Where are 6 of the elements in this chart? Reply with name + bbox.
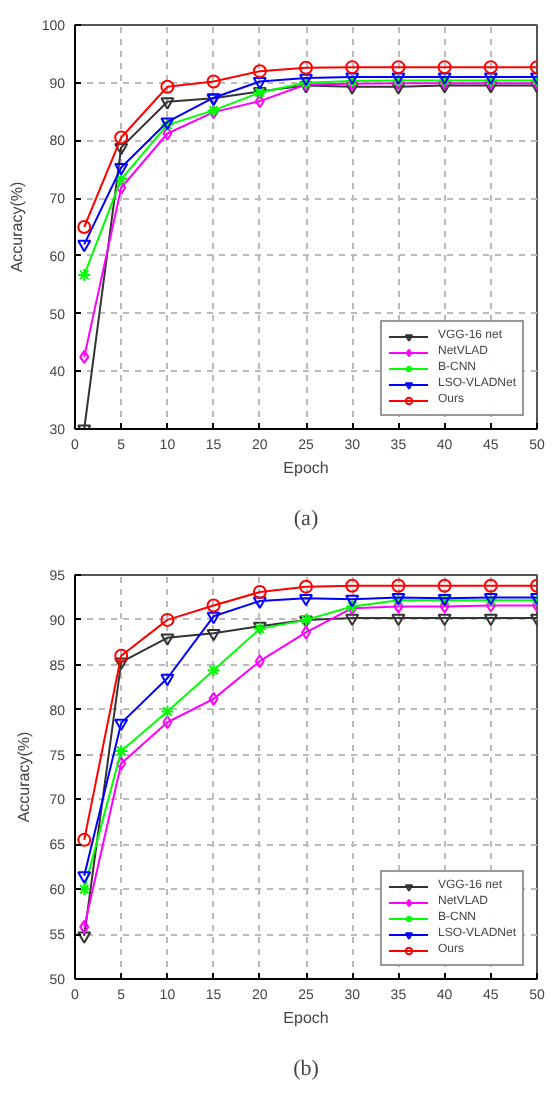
y-axis-title: Accuracy(%) xyxy=(7,180,26,273)
text: (a) xyxy=(293,507,319,531)
text: (b) xyxy=(293,1057,320,1081)
x-axis-title: Epoch xyxy=(283,1009,329,1027)
x-axis-title: Epoch xyxy=(283,459,329,477)
y-axis-title: Accuracy(%) xyxy=(15,730,34,823)
